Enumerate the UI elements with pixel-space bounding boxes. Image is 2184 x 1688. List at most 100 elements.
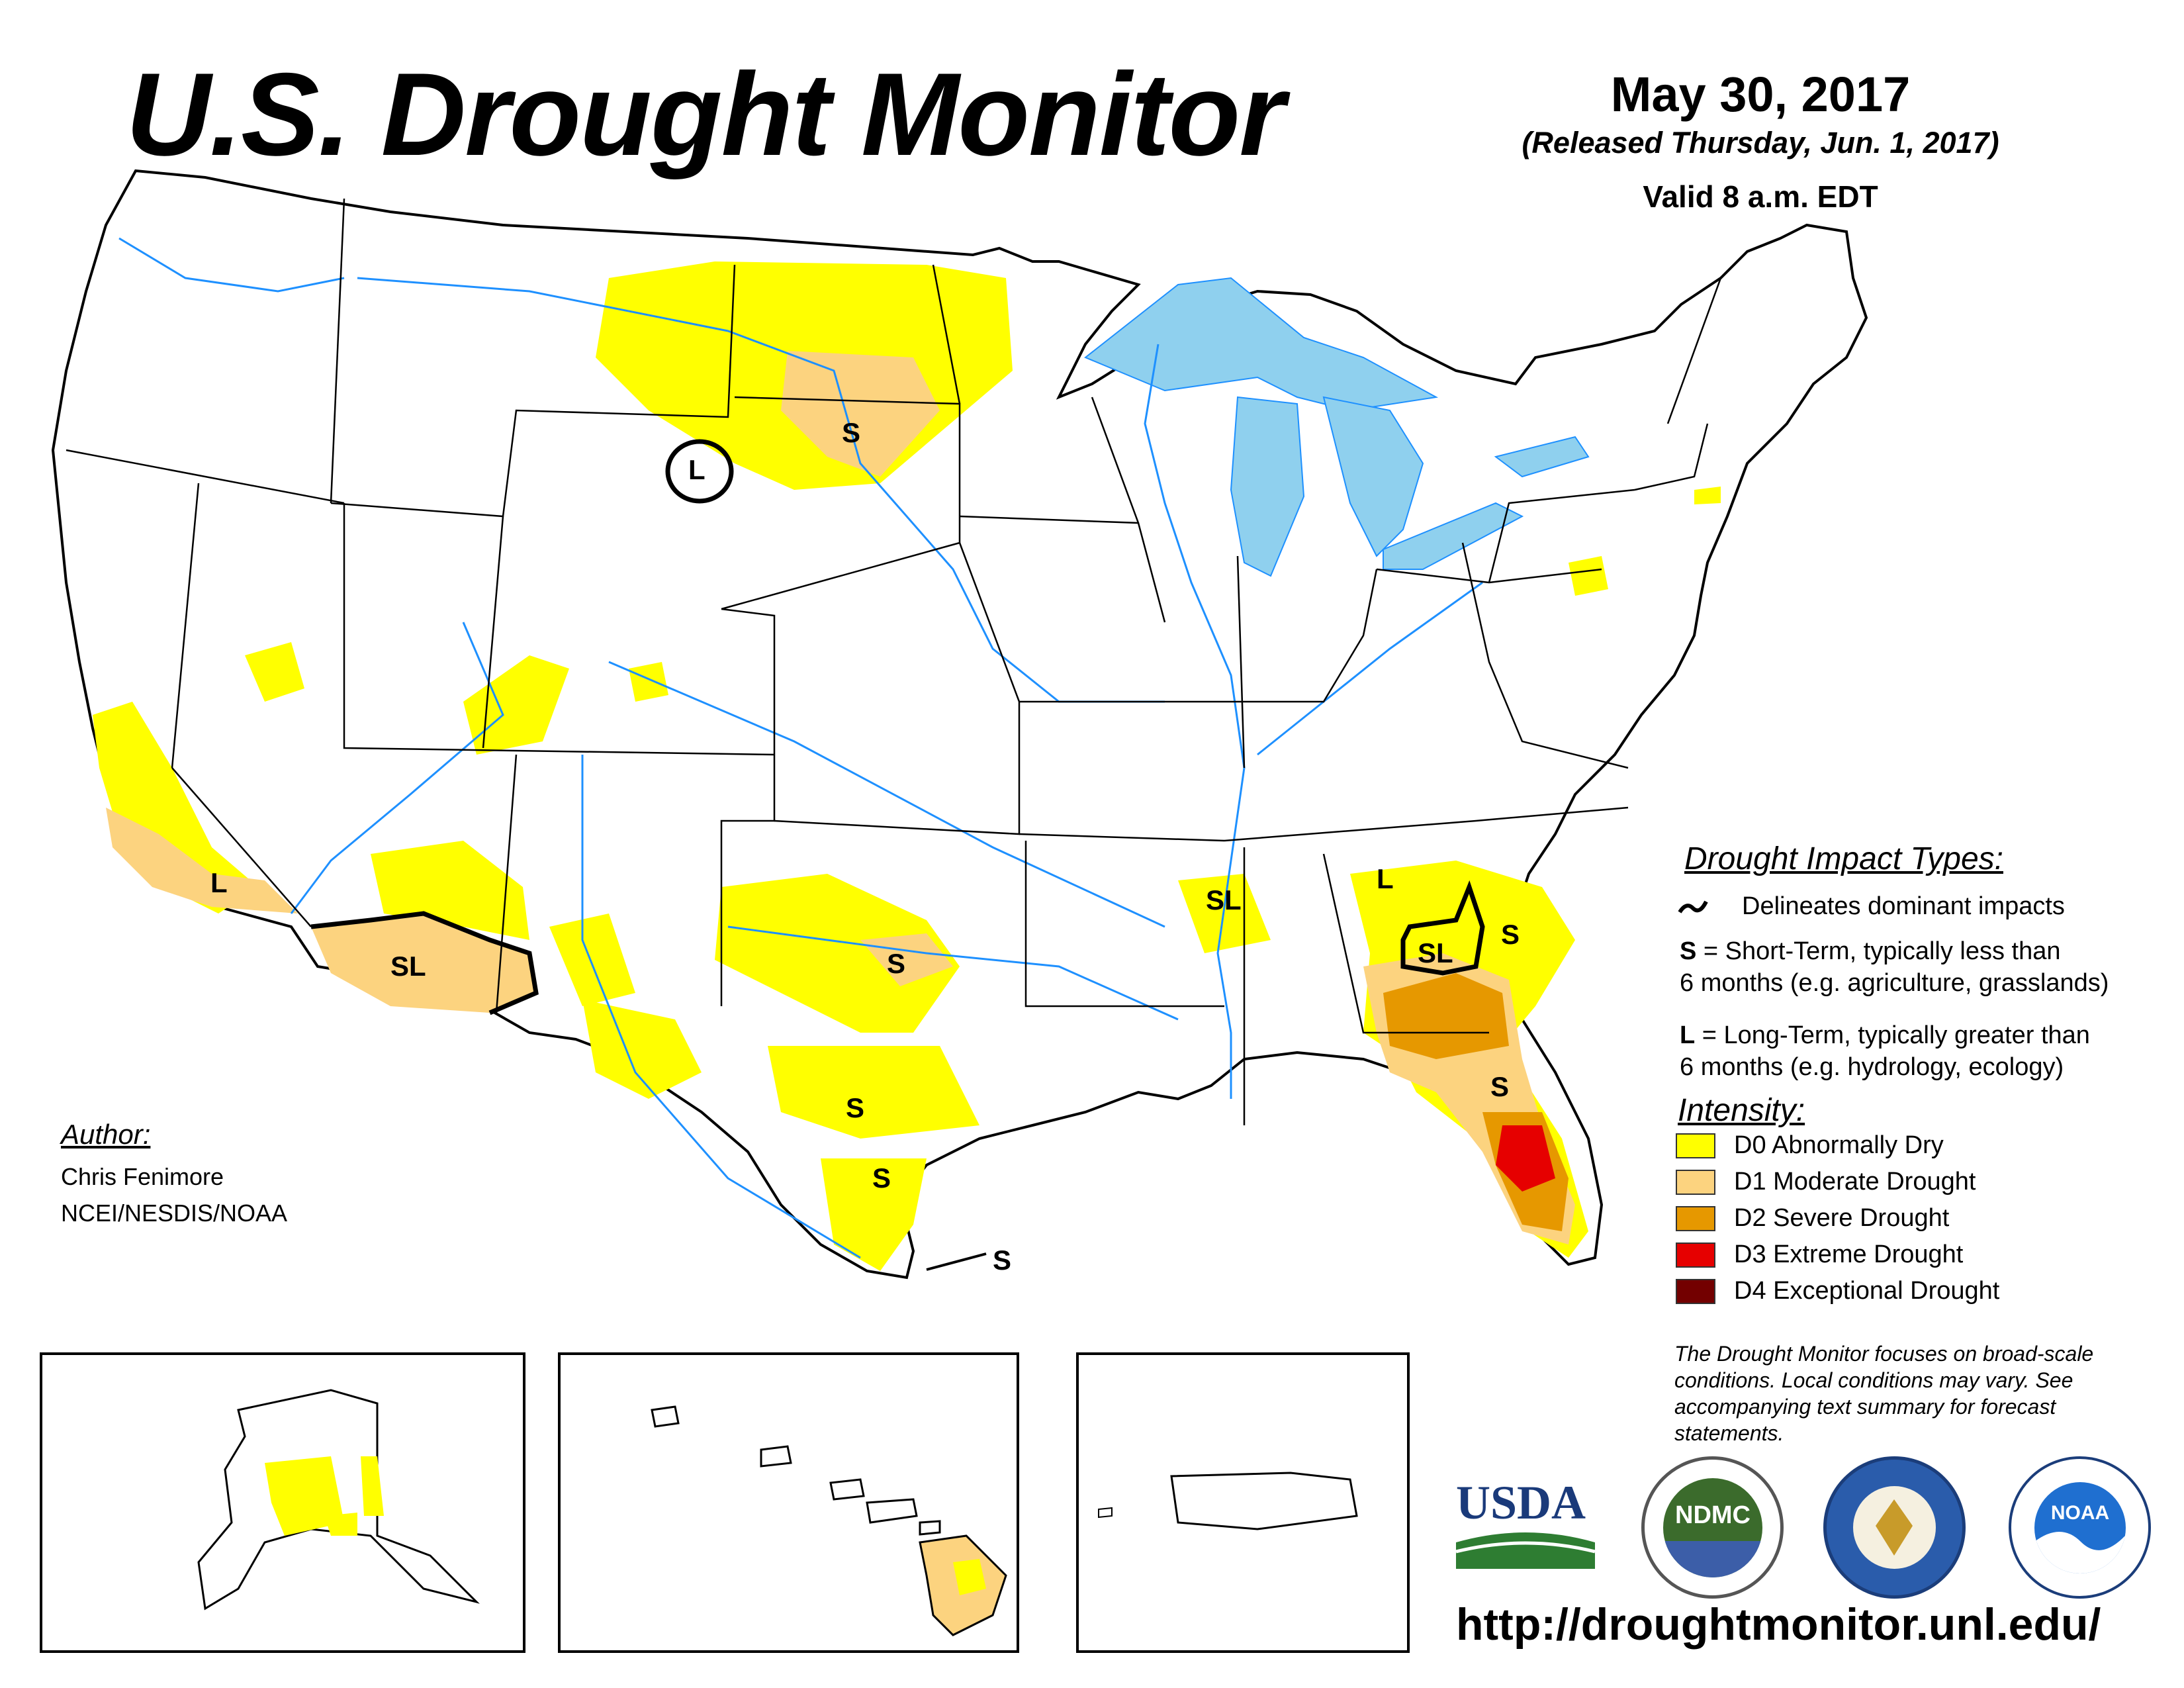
impact-outline-georgia — [1400, 880, 1485, 976]
usda-logo-text: USDA — [1456, 1476, 1586, 1529]
label-sl-georgia: SL — [1418, 937, 1453, 968]
label-s-florida: S — [1490, 1071, 1509, 1102]
ndmc-logo-inner: NDMC — [1663, 1478, 1762, 1577]
legend-label: D0 Abnormally Dry — [1734, 1131, 1944, 1159]
delineation-symbol — [1678, 900, 1708, 914]
usda-logo-graphic — [1455, 1532, 1596, 1569]
legend-label: D3 Extreme Drought — [1734, 1241, 1964, 1268]
label-sl-mississippi: SL — [1206, 884, 1242, 915]
lake-erie — [1383, 502, 1524, 570]
columbia-river — [118, 237, 345, 293]
d1-dakotas — [781, 351, 940, 477]
legend-swatch — [1676, 1206, 1715, 1231]
state-borders — [66, 198, 1722, 1125]
legend-swatch — [1676, 1279, 1715, 1304]
author-name: Chris Fenimore — [61, 1163, 224, 1190]
long-term-key: L — [1680, 1021, 1696, 1049]
legend-label: D2 Severe Drought — [1734, 1204, 1950, 1232]
lake-ontario — [1494, 436, 1590, 478]
d2-georgia — [1383, 973, 1509, 1059]
d1-socal — [106, 808, 298, 914]
label-s-dakotas: S — [842, 417, 860, 448]
label-l-california: L — [210, 867, 228, 898]
long-term-desc1: = Long-Term, typically greater than — [1695, 1021, 2090, 1049]
author-org: NCEI/NESDIS/NOAA — [61, 1199, 288, 1227]
map-title: U.S. Drought Monitor — [126, 48, 1285, 180]
intensity-heading: Intensity: — [1678, 1093, 1805, 1128]
impact-outlines — [310, 439, 1485, 1015]
puerto-rico-inset — [1076, 1352, 1410, 1653]
eagle-icon — [1876, 1499, 1913, 1556]
impact-types-heading: Drought Impact Types: — [1684, 841, 2003, 876]
missouri-river — [357, 277, 1165, 703]
label-l-georgia-north: L — [1377, 863, 1394, 894]
usda-logo[interactable]: USDA — [1455, 1476, 1596, 1575]
commerce-logo-seal — [1853, 1486, 1936, 1569]
inset-boxes — [40, 1352, 1410, 1653]
author-heading: Author: — [61, 1119, 151, 1150]
commerce-logo[interactable] — [1823, 1456, 1966, 1599]
ndmc-logo-water — [1663, 1541, 1762, 1577]
ndmc-logo-text: NDMC — [1675, 1501, 1751, 1529]
long-term-line2: 6 months (e.g. hydrology, ecology) — [1680, 1053, 2064, 1081]
short-term-line2: 6 months (e.g. agriculture, grasslands) — [1680, 969, 2109, 997]
label-s-oklahoma: S — [887, 948, 905, 979]
noaa-logo[interactable]: NOAA — [2009, 1456, 2151, 1599]
short-term-line1: S = Short-Term, typically less than — [1680, 935, 2061, 967]
hawaii-inset — [558, 1352, 1019, 1653]
label-sl-arizona: SL — [390, 951, 426, 982]
short-term-desc1: = Short-Term, typically less than — [1696, 937, 2061, 965]
noaa-wave-icon — [2034, 1532, 2126, 1573]
hawaii-map — [651, 1405, 1007, 1636]
colorado-river — [290, 622, 504, 914]
great-lakes — [1084, 277, 1590, 577]
rivers — [118, 237, 1483, 1259]
long-term-line1: L = Long-Term, typically greater than — [1680, 1019, 2090, 1051]
label-s-carolina: S — [1501, 919, 1520, 950]
legend-swatch — [1676, 1170, 1715, 1195]
lake-huron — [1322, 396, 1424, 557]
arkansas-river — [608, 661, 1165, 928]
legend-swatch — [1676, 1133, 1715, 1158]
impact-outline-wyoming — [665, 439, 734, 504]
legend-label: D4 Exceptional Drought — [1734, 1277, 2000, 1305]
impact-labels: S L L SL S S S S SL L SL S S — [210, 417, 1520, 1276]
d3-florida — [1496, 1125, 1555, 1192]
noaa-logo-inner: NOAA — [2034, 1482, 2126, 1573]
red-river — [727, 925, 1179, 1021]
ndmc-logo[interactable]: NDMC — [1641, 1456, 1784, 1599]
d0-colorado-east — [629, 662, 668, 702]
puerto-rico-map — [1098, 1472, 1358, 1530]
map-date: May 30, 2017 — [1610, 67, 1911, 122]
short-term-key: S — [1680, 937, 1697, 965]
disclaimer-text: The Drought Monitor focuses on broad-sca… — [1674, 1342, 2094, 1445]
d0-texas-central — [768, 1046, 979, 1139]
valid-time: Valid 8 a.m. EDT — [1643, 179, 1878, 214]
d0-texas-south — [821, 1158, 927, 1271]
drought-d2-d3-areas — [1383, 973, 1569, 1231]
label-s-texas-coast: S — [993, 1244, 1011, 1276]
alaska-inset — [40, 1352, 525, 1653]
d0-new-mexico — [549, 914, 635, 1006]
d0-california — [93, 702, 258, 914]
drought-monitor-url[interactable]: http://droughtmonitor.unl.edu/ — [1456, 1599, 2101, 1650]
delineates-text: Delineates dominant impacts — [1742, 892, 2065, 920]
impact-outline-arizona — [310, 911, 539, 1015]
d0-texas-west — [582, 1000, 702, 1099]
d0-southern-plains — [715, 874, 960, 1033]
legend-swatch — [1676, 1243, 1715, 1268]
noaa-logo-text: NOAA — [2050, 1502, 2110, 1524]
d0-colorado-utah — [463, 655, 569, 755]
rio-grande — [581, 755, 861, 1259]
mississippi-river — [1144, 344, 1246, 1099]
ohio-river — [1257, 581, 1483, 756]
lake-michigan — [1230, 396, 1305, 577]
legend-label: D1 Moderate Drought — [1734, 1168, 1976, 1196]
d0-nevada-west — [245, 642, 304, 702]
texas-coast-pointer — [926, 1252, 987, 1271]
d0-mass — [1694, 487, 1721, 504]
release-date: (Released Thursday, Jun. 1, 2017) — [1522, 126, 1999, 160]
label-s-texas-south: S — [872, 1162, 891, 1194]
lake-superior — [1084, 277, 1439, 412]
